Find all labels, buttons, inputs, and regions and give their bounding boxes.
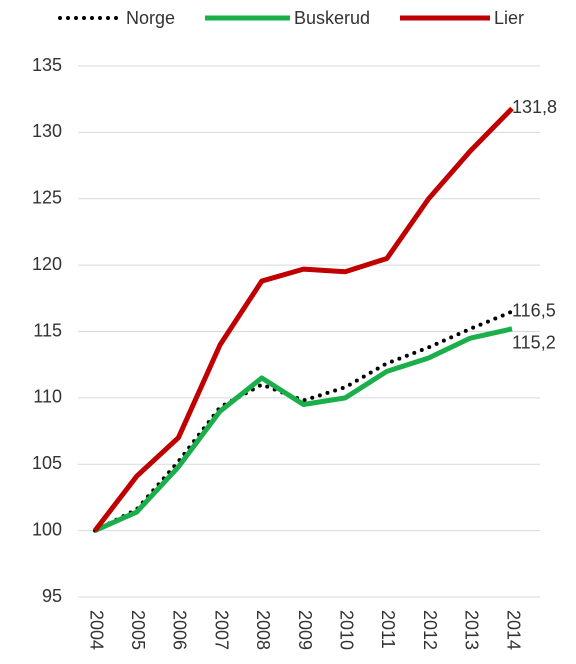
y-tick-label: 125: [32, 188, 62, 208]
x-tick-label: 2008: [253, 610, 273, 650]
y-tick-label: 130: [32, 121, 62, 141]
y-tick-label: 110: [33, 387, 62, 407]
y-tick-label: 120: [32, 254, 62, 274]
y-tick-label: 115: [33, 320, 62, 340]
x-tick-label: 2009: [295, 610, 315, 650]
x-tick-label: 2007: [211, 610, 231, 650]
x-tick-label: 2012: [420, 610, 440, 650]
x-tick-label: 2014: [503, 610, 523, 650]
data-label: 116,5: [512, 300, 556, 320]
y-tick-label: 135: [32, 55, 62, 75]
data-label: 131,8: [512, 97, 557, 117]
legend-label: Buskerud: [294, 8, 370, 28]
y-tick-label: 105: [32, 453, 62, 473]
series-line: [93, 106, 514, 533]
x-tick-label: 2010: [336, 610, 356, 650]
x-tick-label: 2004: [86, 610, 106, 650]
x-tick-label: 2005: [128, 610, 148, 650]
data-label: 115,2: [512, 333, 556, 353]
y-tick-label: 100: [32, 519, 62, 539]
series-line: [93, 326, 513, 533]
legend-label: Norge: [126, 8, 175, 28]
x-tick-label: 2006: [170, 610, 190, 650]
legend-label: Lier: [494, 8, 524, 28]
y-tick-label: 95: [42, 586, 62, 606]
series-line: [93, 309, 514, 533]
x-tick-label: 2011: [378, 610, 398, 649]
x-tick-label: 2013: [462, 610, 482, 650]
